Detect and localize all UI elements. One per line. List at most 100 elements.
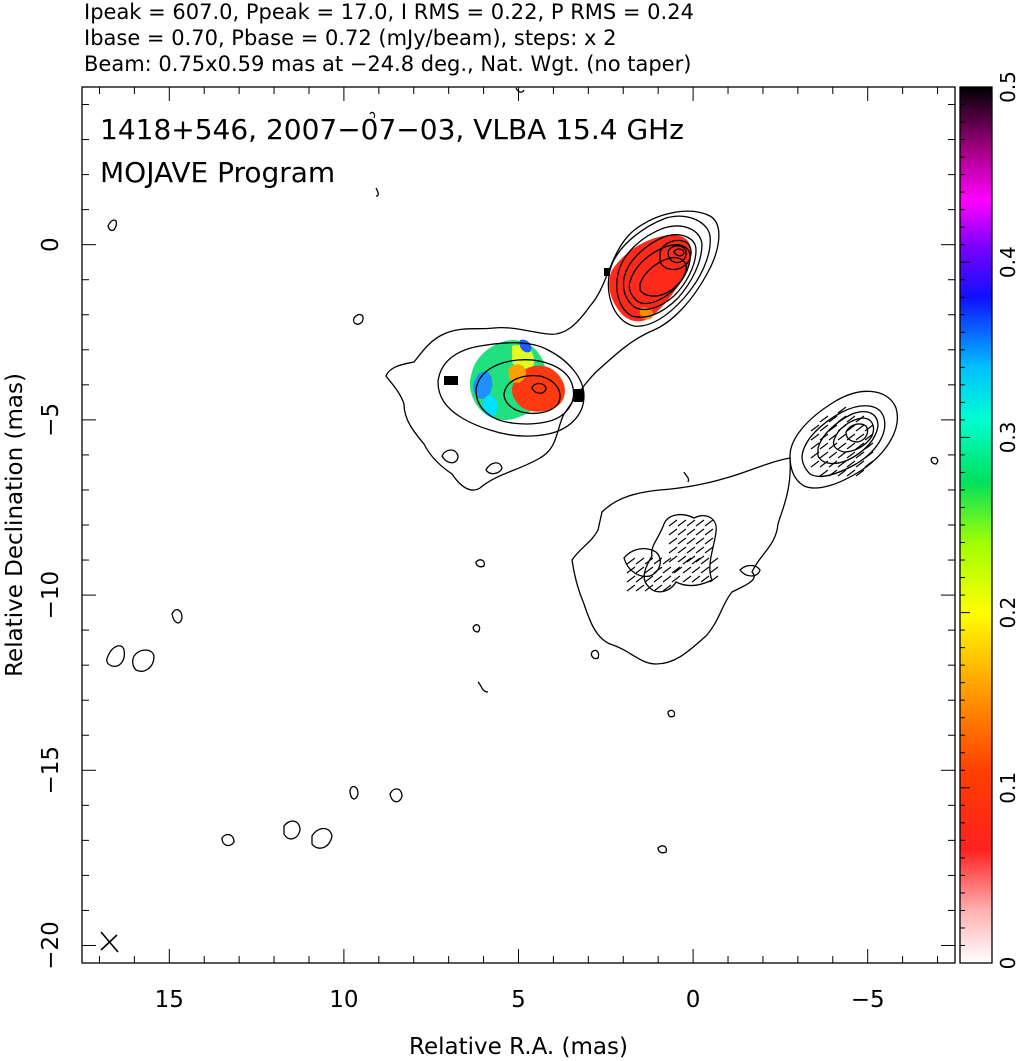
contour-islet-23 [375,187,379,197]
knot-polarization-core [512,365,565,412]
hatch-tick [709,557,719,565]
hatch-tick [855,451,865,459]
hatch-tick [644,557,654,565]
plot-axes: 15 10 5 0 −5 0 −5 −10 −15 −20 Relative R.A. (mas) R… [2,86,956,1060]
contour-core-5 [639,256,687,297]
core-polarization-patch [609,235,692,322]
hatch-tick [677,528,687,536]
hatch-tick [810,433,820,441]
y-tick-label: −5 [38,403,64,437]
hatch-tick [626,566,636,574]
contour-islet-10 [389,788,403,803]
header-line-3: Beam: 0.75x0.59 mas at −24.8 deg., Nat. … [84,52,692,76]
contour-core-2 [616,225,703,318]
contour-knot-2 [437,342,585,437]
contour-islet-13 [475,559,486,568]
hatch-tick [819,424,829,432]
hatch-tick [635,557,645,565]
contour-islet-8 [311,827,333,849]
hatch-tick [855,424,865,432]
hatch-tick [837,469,847,477]
hatch-tick [700,575,710,583]
hatch-tick [691,575,701,583]
hatch-tick [686,528,696,536]
hatch-tick [864,451,874,459]
contour-islet-16 [107,219,118,232]
y-tick-label: −20 [38,921,64,970]
hatch-tick [828,424,838,432]
contour-islet-7 [283,820,301,840]
hatch-tick [695,537,705,545]
hatch-tick [700,557,710,565]
hatch-tick [686,537,696,545]
hatch-tick [635,584,645,592]
contour-islet-15 [667,709,676,718]
hatch-tick [828,469,838,477]
core-polarization-black-pixel [604,268,610,276]
hatch-tick [673,566,683,574]
hatch-tick [810,460,820,468]
colorbar-tick-label: 0 [996,957,1020,970]
contour-islet-11 [221,833,235,847]
hatch-tick [819,451,829,459]
hatch-tick [864,424,874,432]
knot-polarization-halo-cyan [482,395,498,417]
colorbar-tick-label: 0.2 [996,597,1020,629]
contour-knot-3 [475,359,575,425]
hatch-tick [682,566,692,574]
header-line-1: Ipeak = 607.0, Ppeak = 17.0, I RMS = 0.2… [84,0,694,24]
x-tick-label: −5 [851,987,885,1013]
hatch-tick [626,557,636,565]
hatch-tick [695,546,705,554]
contour-islet-17 [477,681,489,693]
hatch-tick [668,546,678,554]
beam-marker-minor-axis [100,934,118,951]
hatch-tick [635,566,645,574]
plot-frame [81,86,956,964]
contour-islet-22 [515,87,525,93]
polarization-intensity-layer [444,235,692,420]
hatch-tick [704,528,714,536]
hatch-tick [709,566,719,574]
hatch-tick [855,469,865,477]
beam-marker [100,931,119,953]
hatch-tick [668,528,678,536]
x-axis-label: Relative R.A. (mas) [409,1034,628,1060]
negative-contour-hatching [626,406,874,592]
contour-inner-diffuse-2 [623,547,661,578]
x-tick-label: 10 [329,987,358,1013]
hatch-tick [819,415,829,423]
hatch-tick [626,584,636,592]
hatch-tick [626,575,636,583]
contour-islet-4 [106,645,126,667]
knot-polarization-black-left [444,376,458,385]
y-tick-label: −10 [38,571,64,620]
hatch-tick [846,451,856,459]
contour-outer-jet [385,210,720,491]
knot-polarization-black-right [574,389,584,402]
contour-islet-14 [657,845,668,854]
hatch-tick [677,546,687,554]
hatch-tick [828,415,838,423]
contour-islet-5 [132,649,155,672]
y-tick-label: −15 [38,746,64,795]
contour-islet-12 [352,313,364,325]
contour-islet-24 [683,471,690,483]
hatch-tick [837,415,847,423]
x-tick-label: 5 [511,987,526,1013]
colorbar-tick-label: 0.3 [996,421,1020,453]
hatch-tick [864,460,874,468]
contour-diffuse-region [571,457,791,665]
hatch-tick [653,566,663,574]
colorbar-tick-label: 0.5 [996,71,1020,103]
colorbar-tick-label: 0.1 [996,772,1020,804]
hatch-tick [837,433,847,441]
hatch-tick [700,566,710,574]
contour-islet-3 [739,564,761,577]
hatch-tick [810,442,820,450]
hatch-tick [644,575,654,583]
contour-downstream-knot-1 [789,390,898,489]
contour-core-6 [659,239,692,271]
hatch-tick [828,460,838,468]
hatch-tick [837,460,847,468]
